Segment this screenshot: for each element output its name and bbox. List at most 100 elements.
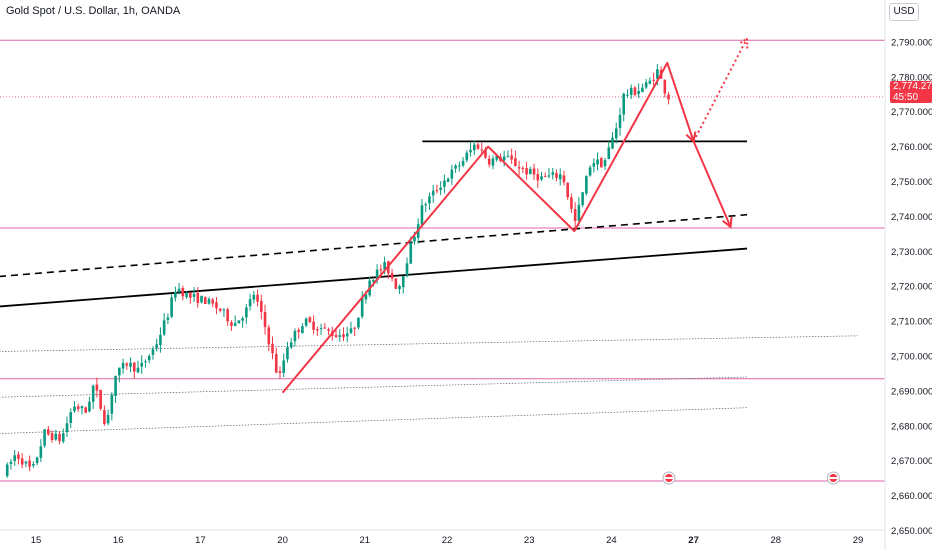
candle-body xyxy=(603,160,607,166)
candle-body xyxy=(35,457,39,464)
candle-body xyxy=(39,446,43,458)
time-tick-label: 27 xyxy=(688,535,699,546)
candle-body xyxy=(439,187,442,191)
candle-body xyxy=(547,175,551,177)
candle-body xyxy=(517,167,521,169)
candle-body xyxy=(487,158,491,165)
candle-body xyxy=(472,144,476,151)
bar-countdown: 45:50 xyxy=(893,92,919,103)
candle-body xyxy=(353,327,357,329)
candle-body xyxy=(278,371,282,373)
candle-body xyxy=(510,155,513,160)
candle-body xyxy=(297,329,300,332)
price-tick-label: 2,720.000 xyxy=(891,282,932,293)
candle-body xyxy=(289,342,293,348)
time-tick-label: 24 xyxy=(606,535,617,546)
candle-body xyxy=(484,150,487,158)
time-tick-label: 20 xyxy=(277,535,288,546)
candle-body xyxy=(514,158,517,167)
trend-line-dotted xyxy=(0,335,859,352)
price-tick-label: 2,670.000 xyxy=(891,456,932,467)
candle-body xyxy=(76,406,80,410)
candle-body xyxy=(54,433,58,440)
candle-body xyxy=(181,288,185,297)
candle-body xyxy=(203,297,207,304)
candle-body xyxy=(543,175,547,177)
candle-body xyxy=(230,322,233,326)
candle-body xyxy=(581,192,584,205)
candle-body xyxy=(43,429,46,446)
candle-body xyxy=(241,318,244,321)
candle-body xyxy=(308,317,312,323)
candle-body xyxy=(58,433,61,442)
candle-body xyxy=(189,292,192,298)
candle-body xyxy=(50,433,54,441)
candle-body xyxy=(17,454,20,459)
candle-body xyxy=(566,182,569,198)
candle-body xyxy=(65,423,69,433)
candle-body xyxy=(555,173,558,178)
candle-body xyxy=(5,464,9,477)
candle-body xyxy=(637,91,640,94)
candle-body xyxy=(446,178,450,182)
candle-body xyxy=(159,334,162,346)
candle-body xyxy=(521,167,525,169)
candle-body xyxy=(454,165,457,169)
candle-body xyxy=(502,156,506,161)
candle-body xyxy=(551,172,555,175)
candle-body xyxy=(263,312,267,328)
candle-body xyxy=(357,317,360,328)
time-tick-label: 21 xyxy=(360,535,371,546)
candle-body xyxy=(652,79,655,81)
candle-body xyxy=(118,367,121,376)
candle-body xyxy=(409,242,413,264)
candle-body xyxy=(558,174,562,180)
candle-body xyxy=(532,168,536,175)
candle-body xyxy=(192,294,196,297)
candle-body xyxy=(125,363,129,366)
currency-button[interactable]: USD xyxy=(889,3,919,21)
candle-body xyxy=(151,348,155,355)
candle-body xyxy=(364,294,368,300)
candle-body xyxy=(648,80,652,84)
time-tick-label: 15 xyxy=(31,535,42,546)
projection-alternative-arrowhead xyxy=(738,36,749,49)
last-price-value: 2,774.270 xyxy=(893,81,932,92)
candle-body xyxy=(656,69,659,79)
time-tick-label: 17 xyxy=(195,535,206,546)
candle-body xyxy=(215,302,218,309)
candle-body xyxy=(140,362,144,367)
candle-body xyxy=(256,294,259,302)
price-tick-label: 2,700.000 xyxy=(891,352,932,363)
event-flag-icon-stripe xyxy=(664,477,673,479)
candle-body xyxy=(506,155,510,157)
price-tick-label: 2,710.000 xyxy=(891,317,932,328)
candle-body xyxy=(99,389,102,409)
candle-body xyxy=(248,299,252,307)
candle-body xyxy=(349,328,353,333)
price-tick-label: 2,760.000 xyxy=(891,142,932,153)
candle-body xyxy=(24,461,28,464)
candle-body xyxy=(91,385,95,402)
candle-body xyxy=(327,329,330,331)
candle-body xyxy=(495,155,498,160)
candle-body xyxy=(13,455,17,462)
candle-body xyxy=(480,149,484,151)
time-tick-label: 29 xyxy=(853,535,864,546)
candle-body xyxy=(633,87,637,95)
candle-body xyxy=(379,269,383,271)
candle-body xyxy=(562,175,566,183)
price-tick-label: 2,680.000 xyxy=(891,421,932,432)
candle-body xyxy=(200,295,203,303)
trend-line-dashed xyxy=(0,213,748,278)
candle-body xyxy=(282,360,286,373)
time-tick-label: 23 xyxy=(524,535,535,546)
candle-body xyxy=(271,343,274,354)
candle-body xyxy=(28,460,31,467)
candle-body xyxy=(588,167,592,176)
candle-body xyxy=(461,160,465,166)
candle-body xyxy=(600,158,603,168)
candle-body xyxy=(428,196,431,204)
candle-body xyxy=(529,169,532,175)
